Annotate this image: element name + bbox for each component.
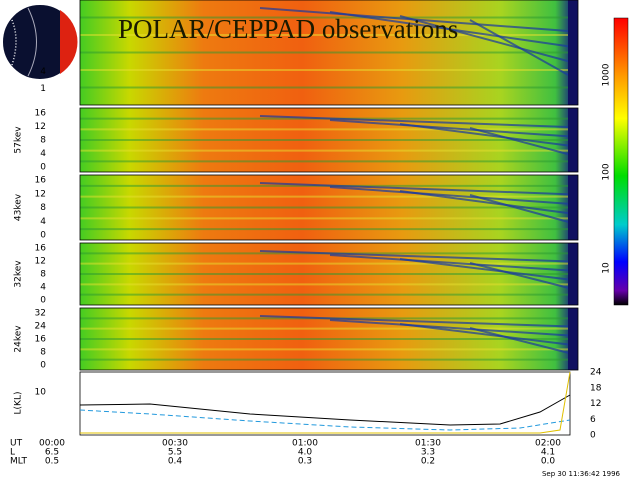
time-label: 0.0 — [541, 457, 556, 467]
streak — [329, 254, 576, 272]
time-label: 4.1 — [541, 448, 555, 458]
title: POLAR/CEPPAD observations — [118, 14, 458, 44]
y-tick-label: 12 — [35, 189, 46, 199]
y-tick-label: 8 — [40, 270, 46, 280]
dropout — [568, 175, 578, 240]
line-panel-plot — [79, 371, 571, 436]
time-label: 00:00 — [39, 439, 65, 449]
time-label: 3.3 — [421, 448, 435, 458]
spectrogram-panels — [79, 0, 579, 371]
logo-globe — [1, 3, 79, 81]
time-label: 01:30 — [415, 439, 441, 449]
streak — [399, 258, 576, 282]
y-tick-label: 12 — [35, 257, 46, 267]
panel-label: 43kev — [14, 193, 24, 221]
y-tick-label: 8 — [40, 136, 46, 146]
dropout — [568, 243, 578, 305]
streak — [259, 315, 576, 328]
streak — [399, 323, 576, 347]
streak — [259, 182, 576, 196]
streak — [399, 190, 576, 215]
time-label: 4.0 — [298, 448, 313, 458]
dropout — [568, 108, 578, 172]
y-tick-label: 0 — [40, 361, 46, 371]
y-tick-label: 4 — [40, 67, 46, 77]
streak — [469, 19, 576, 80]
y2-tick-label: 6 — [590, 415, 596, 425]
row-label: UT — [10, 439, 23, 449]
y2-tick-label: 12 — [590, 399, 601, 409]
y-tick-label: 16 — [35, 109, 47, 119]
dropout — [568, 0, 578, 105]
y-tick-label: 8 — [40, 348, 46, 358]
colorbar-label: 100 — [602, 163, 612, 180]
y-tick-label: 16 — [35, 244, 47, 254]
streak — [399, 15, 576, 64]
time-label: 02:00 — [535, 439, 561, 449]
streak — [259, 115, 576, 129]
panel-frame — [79, 107, 579, 173]
streak — [259, 250, 576, 263]
footer: Sep 30 11:36:42 1996 — [542, 470, 621, 478]
panel-label: 57kev — [14, 126, 24, 154]
y-tick-label: 10 — [35, 388, 47, 398]
streak — [469, 262, 576, 291]
streak — [329, 119, 576, 138]
y-tick-label: 0 — [40, 296, 46, 306]
y-tick-label: 0 — [40, 231, 46, 241]
y-tick-label: 0 — [40, 163, 46, 173]
streak — [469, 194, 576, 225]
time-label: 5.5 — [168, 448, 182, 458]
time-label: 6.5 — [45, 448, 59, 458]
y-tick-label: 16 — [35, 176, 47, 186]
y-tick-label: 4 — [40, 283, 46, 293]
panel-frame — [79, 174, 579, 241]
panel-frame — [79, 307, 579, 371]
time-label: 0.5 — [45, 457, 59, 467]
panel-label: 32kev — [14, 260, 24, 288]
y-tick-label: 16 — [35, 335, 47, 345]
streak — [469, 327, 576, 356]
panel-label: L(KL) — [14, 392, 24, 415]
y2-tick-label: 0 — [590, 431, 596, 441]
panel-frame — [79, 242, 579, 306]
colorbar-label: 10 — [602, 262, 612, 274]
time-label: 0.2 — [421, 457, 435, 467]
dropout — [568, 308, 578, 370]
y2-tick-label: 24 — [590, 368, 602, 378]
panel-frame — [79, 0, 579, 106]
streak — [469, 127, 576, 157]
time-label: 0.4 — [168, 457, 183, 467]
y-tick-label: 1 — [40, 84, 46, 94]
row-label: MLT — [10, 457, 28, 467]
y-tick-label: 4 — [40, 217, 46, 227]
time-label: 01:00 — [292, 439, 318, 449]
colorbar — [613, 17, 629, 306]
panel-label: 24kev — [14, 325, 24, 353]
streak — [329, 186, 576, 206]
time-label: 0.3 — [298, 457, 312, 467]
colorbar-label: 1000 — [602, 63, 612, 86]
streak — [329, 319, 576, 337]
row-label: L — [10, 448, 15, 458]
y-tick-label: 24 — [35, 322, 47, 332]
y-tick-label: 12 — [35, 122, 46, 132]
y2-tick-label: 18 — [590, 383, 602, 393]
y-tick-label: 8 — [40, 203, 46, 213]
streak — [399, 123, 576, 148]
y-tick-label: 32 — [35, 309, 46, 319]
time-label: 00:30 — [162, 439, 188, 449]
y-tick-label: 4 — [40, 149, 46, 159]
